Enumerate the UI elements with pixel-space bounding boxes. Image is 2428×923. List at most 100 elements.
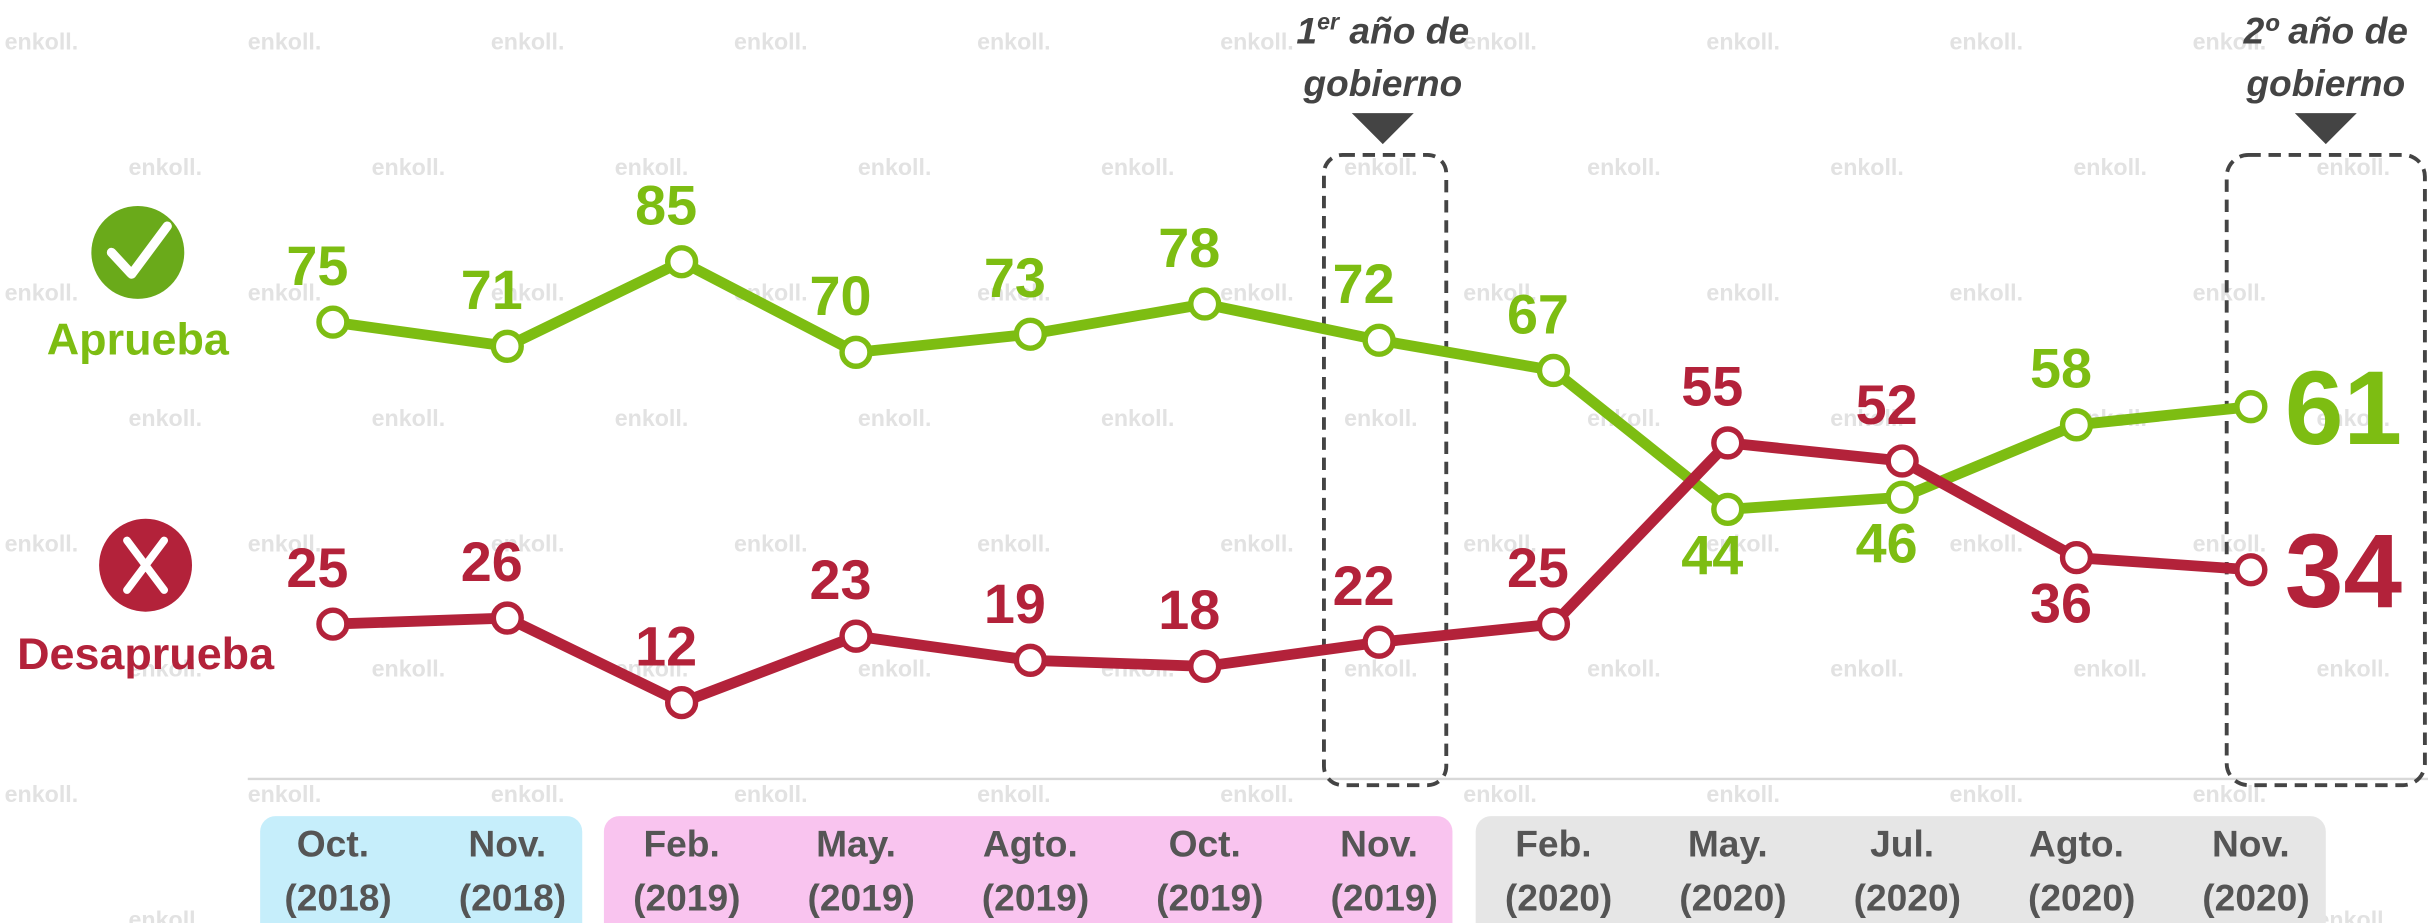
pointer <box>2294 113 2357 145</box>
x-tick-label: Jul. (2020) <box>1843 822 1961 918</box>
watermark: enkoll. <box>1220 29 1294 55</box>
data-label: 46 <box>1856 512 1918 574</box>
marker <box>2059 541 2094 575</box>
legend-label: Aprueba <box>47 314 230 365</box>
check <box>106 221 172 279</box>
marker <box>1711 426 1745 460</box>
watermark: enkoll. <box>248 29 322 55</box>
watermark: enkoll. <box>129 405 203 431</box>
watermark: enkoll. <box>1950 530 2024 556</box>
watermark: enkoll. <box>734 781 808 807</box>
watermark: enkoll. <box>248 781 322 807</box>
watermark: enkoll. <box>1830 656 1904 682</box>
annotation: 2º año de <box>2243 9 2408 51</box>
watermark: enkoll. <box>2317 656 2391 682</box>
data-label: 26 <box>461 531 523 593</box>
marker <box>664 685 699 720</box>
highlight-box <box>2224 152 2427 788</box>
watermark: enkoll. <box>1830 154 1904 180</box>
watermark: enkoll. <box>5 279 79 305</box>
watermark: enkoll. <box>2073 656 2147 682</box>
x-tick-label: May. (2020) <box>1669 822 1787 918</box>
x-tick-label: Nov. (2020) <box>2192 822 2310 918</box>
marker <box>664 245 699 279</box>
pointer <box>1351 113 1414 145</box>
watermark: enkoll. <box>1830 405 1904 431</box>
marker <box>1536 607 1571 641</box>
watermark: enkoll. <box>977 279 1051 305</box>
x-tick-label: Agto. (2019) <box>971 822 1089 918</box>
watermark: enkoll. <box>1101 405 1175 431</box>
legend-label: Desaprueba <box>17 628 275 679</box>
data-label: 52 <box>1856 374 1918 436</box>
data-label: 19 <box>984 573 1046 635</box>
watermark: enkoll. <box>2317 405 2391 431</box>
watermark: enkoll. <box>1950 781 2024 807</box>
marker <box>1188 287 1222 321</box>
watermark: enkoll. <box>372 656 446 682</box>
data-label: 67 <box>1507 283 1569 345</box>
watermark: enkoll. <box>1344 656 1418 682</box>
watermark: enkoll. <box>858 154 932 180</box>
watermark: enkoll. <box>858 656 932 682</box>
watermark: enkoll. <box>2193 279 2267 305</box>
data-label: 70 <box>810 265 872 327</box>
data-label: 25 <box>1507 537 1569 599</box>
marker <box>490 329 524 363</box>
data-label: 85 <box>635 175 697 237</box>
watermark: enkoll. <box>615 154 689 180</box>
marker <box>2234 553 2268 587</box>
watermark: enkoll. <box>372 405 446 431</box>
data-label: 34 <box>2285 513 2402 630</box>
data-label: 25 <box>286 537 348 599</box>
x-tick-label: Feb. (2020) <box>1495 822 1613 918</box>
watermark: enkoll. <box>372 154 446 180</box>
watermark: enkoll. <box>248 279 322 305</box>
watermark: enkoll. <box>1463 279 1537 305</box>
watermark: enkoll. <box>1587 154 1661 180</box>
watermark: enkoll. <box>1950 279 2024 305</box>
data-label: 58 <box>2030 338 2092 400</box>
watermark: enkoll. <box>1463 530 1537 556</box>
watermark: enkoll. <box>1706 530 1780 556</box>
marker <box>1188 649 1222 684</box>
data-label: 61 <box>2285 350 2402 467</box>
marker <box>839 335 873 369</box>
data-label: 36 <box>2030 573 2092 635</box>
watermark: enkoll. <box>129 656 203 682</box>
watermark: enkoll. <box>491 279 565 305</box>
data-label: 22 <box>1333 555 1395 617</box>
marker <box>839 619 873 653</box>
marker <box>1536 353 1571 388</box>
watermark: enkoll. <box>5 781 79 807</box>
watermark: enkoll. <box>1344 154 1418 180</box>
marker <box>1885 444 1919 478</box>
data-label: 12 <box>635 615 697 677</box>
data-label: 75 <box>286 235 348 297</box>
watermark: enkoll. <box>491 530 565 556</box>
watermark: enkoll. <box>1463 781 1537 807</box>
marker <box>1885 480 1919 514</box>
x-tick-label: Oct. (2019) <box>1146 822 1264 918</box>
watermark: enkoll. <box>2317 154 2391 180</box>
x-tick-label: Nov. (2019) <box>1320 822 1438 918</box>
watermark: enkoll. <box>1344 405 1418 431</box>
marker <box>1013 317 1047 351</box>
watermark: enkoll. <box>491 781 565 807</box>
watermark: enkoll. <box>491 29 565 55</box>
annotation: gobierno <box>1302 62 1462 104</box>
data-label: 71 <box>461 259 523 321</box>
marker <box>2234 390 2268 424</box>
watermark: enkoll. <box>5 530 79 556</box>
period-2020 <box>1475 816 2326 923</box>
x-tick-label: Agto. (2020) <box>2018 822 2136 918</box>
watermark: enkoll. <box>615 405 689 431</box>
x-tick-label: Nov. (2018) <box>448 822 566 918</box>
cross <box>123 536 169 594</box>
watermark: enkoll. <box>1950 29 2024 55</box>
marker <box>1362 625 1396 659</box>
watermark: enkoll. <box>1706 279 1780 305</box>
marker <box>316 305 350 339</box>
marker <box>490 601 524 635</box>
highlight-box <box>1322 152 1449 788</box>
